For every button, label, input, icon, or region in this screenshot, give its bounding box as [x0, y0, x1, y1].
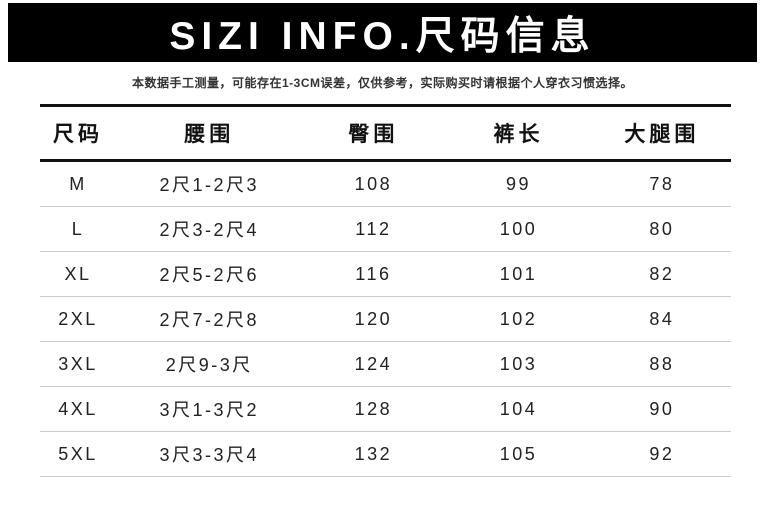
waist-cell: 3尺1-3尺2 — [159, 400, 260, 420]
table-row-xl: XL 2尺5-2尺6 116 101 82 — [40, 252, 731, 297]
table-row-l: L 2尺3-2尺4 112 100 80 — [40, 207, 731, 252]
thigh-cell: 92 — [649, 443, 675, 464]
column-header-hip: 臀围 — [348, 123, 399, 146]
hip-cell: 124 — [354, 353, 393, 374]
size-cell: 4XL — [58, 398, 98, 419]
hip-cell: 116 — [355, 263, 392, 284]
size-cell: 3XL — [58, 353, 98, 374]
hip-cell: 128 — [354, 398, 393, 419]
waist-cell: 2尺1-2尺3 — [159, 175, 260, 195]
waist-cell: 2尺7-2尺8 — [159, 310, 260, 330]
hip-cell: 112 — [355, 218, 392, 239]
pants-length-cell: 104 — [499, 398, 538, 419]
pants-length-cell: 100 — [499, 218, 538, 239]
waist-cell: 2尺3-2尺4 — [159, 220, 260, 240]
size-cell: XL — [64, 263, 92, 284]
waist-cell: 3尺3-3尺4 — [159, 445, 260, 465]
thigh-cell: 88 — [649, 353, 675, 374]
thigh-cell: 78 — [649, 173, 675, 194]
table-row-5xl: 5XL 3尺3-3尺4 132 105 92 — [40, 432, 731, 477]
size-cell: 2XL — [58, 308, 98, 329]
pants-length-cell: 103 — [499, 353, 538, 374]
column-header-pants-length: 裤长 — [493, 123, 544, 146]
hip-cell: 108 — [354, 173, 393, 194]
measurement-disclaimer-note: 本数据手工测量，可能存在1-3CM误差，仅供参考，实际购买时请根据个人穿衣习惯选… — [131, 76, 633, 90]
pants-length-cell: 99 — [505, 173, 531, 194]
size-cell: L — [71, 218, 85, 239]
pants-length-cell: 101 — [499, 263, 538, 284]
thigh-cell: 82 — [649, 263, 675, 284]
page-title: SIZI INFO.尺码信息 — [169, 14, 596, 58]
size-table: 尺码 腰围 臀围 裤长 大腿围 M 2尺1-2尺3 108 99 78 L 2尺… — [40, 104, 731, 477]
thigh-cell: 84 — [649, 308, 675, 329]
table-row-3xl: 3XL 2尺9-3尺 124 103 88 — [40, 342, 731, 387]
size-info-page: SIZI INFO.尺码信息 本数据手工测量，可能存在1-3CM误差，仅供参考，… — [0, 3, 765, 521]
size-cell: 5XL — [58, 443, 98, 464]
waist-cell: 2尺5-2尺6 — [159, 265, 260, 285]
title-banner: SIZI INFO.尺码信息 — [8, 3, 757, 62]
table-row-4xl: 4XL 3尺1-3尺2 128 104 90 — [40, 387, 731, 432]
table-row-2xl: 2XL 2尺7-2尺8 120 102 84 — [40, 297, 731, 342]
table-row-m: M 2尺1-2尺3 108 99 78 — [40, 161, 731, 207]
size-cell: M — [69, 173, 87, 194]
table-header-row: 尺码 腰围 臀围 裤长 大腿围 — [40, 105, 731, 161]
pants-length-cell: 102 — [499, 308, 538, 329]
hip-cell: 120 — [354, 308, 393, 329]
hip-cell: 132 — [354, 443, 393, 464]
thigh-cell: 90 — [649, 398, 675, 419]
pants-length-cell: 105 — [499, 443, 538, 464]
thigh-cell: 80 — [649, 218, 675, 239]
waist-cell: 2尺9-3尺 — [165, 355, 253, 375]
column-header-thigh: 大腿围 — [624, 123, 700, 146]
column-header-waist: 腰围 — [184, 123, 235, 146]
column-header-size: 尺码 — [53, 123, 103, 146]
